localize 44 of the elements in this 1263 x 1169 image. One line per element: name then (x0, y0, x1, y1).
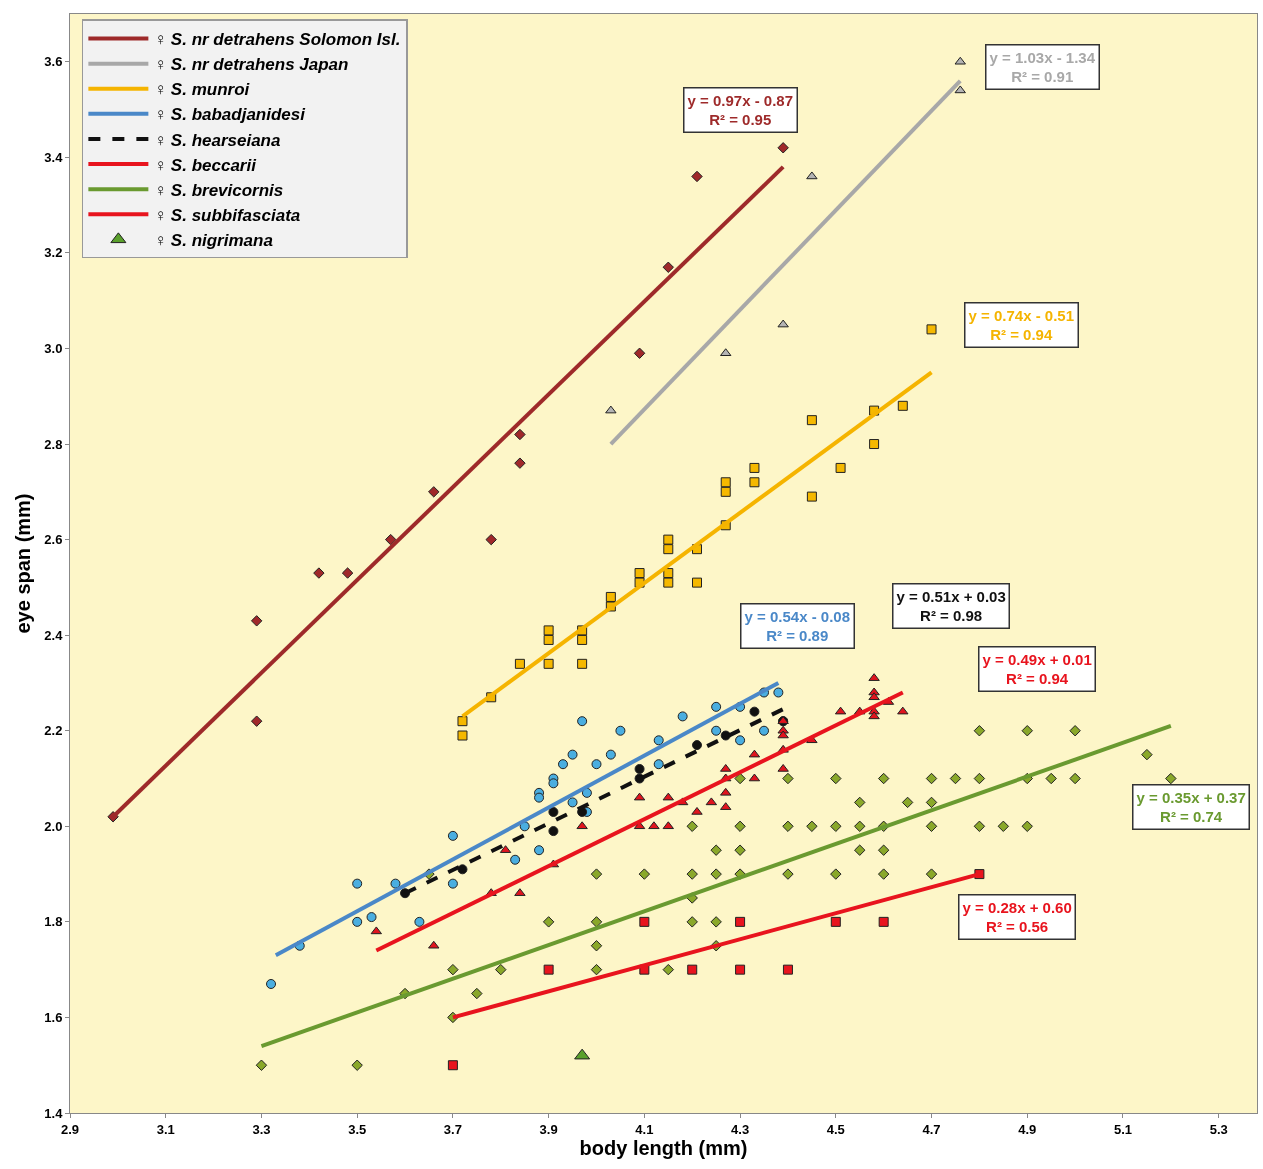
legend-label: ♀ S. subbifasciata (153, 205, 301, 225)
y-tick-label: 2.8 (44, 436, 63, 452)
x-tick-label: 3.3 (252, 1121, 271, 1137)
legend-label: ♀ S. beccarii (153, 155, 258, 175)
annotation: y = 0.51x + 0.03 R² = 0.98 (896, 587, 1006, 624)
x-tick-label: 5.3 (1209, 1121, 1228, 1137)
x-tick-label: 3.1 (156, 1121, 175, 1137)
y-tick-label: 2.2 (44, 723, 63, 739)
x-tick-label: 4.7 (922, 1121, 941, 1137)
legend-label: ♀ S. nigrimana (153, 230, 273, 250)
annotation: y = 0.28x + 0.60 R² = 0.56 (962, 898, 1072, 935)
y-tick-label: 1.4 (44, 1105, 64, 1121)
y-axis-title: eye span (mm) (11, 493, 34, 634)
x-tick-label: 3.5 (348, 1121, 367, 1137)
x-tick-label: 3.9 (539, 1121, 558, 1137)
annotation: y = 0.54x - 0.08 R² = 0.89 (744, 607, 850, 644)
x-tick-label: 3.7 (443, 1121, 462, 1137)
y-tick-label: 1.6 (44, 1009, 63, 1025)
legend-label: ♀ S. munroi (153, 80, 251, 100)
y-tick-label: 2.6 (44, 532, 63, 548)
y-tick-label: 3.6 (44, 54, 63, 70)
y-tick-label: 3.4 (44, 149, 64, 165)
legend-label: ♀ S. hearseiana (153, 130, 281, 150)
x-tick-label: 4.9 (1018, 1121, 1037, 1137)
legend-label: ♀ S. nr detrahens Japan (153, 55, 349, 75)
annotation: y = 0.49x + 0.01 R² = 0.94 (982, 650, 1092, 687)
x-tick-label: 2.9 (60, 1121, 80, 1137)
y-tick-label: 3.0 (44, 341, 63, 357)
x-tick-label: 4.1 (635, 1121, 654, 1137)
y-tick-label: 2.0 (44, 818, 63, 834)
legend-label: ♀ S. brevicornis (153, 180, 284, 200)
y-tick-label: 2.4 (44, 627, 64, 643)
x-axis-title: body length (mm) (579, 1136, 748, 1159)
x-tick-label: 4.5 (826, 1121, 845, 1137)
legend-label: ♀ S. nr detrahens Solomon Isl. (153, 30, 401, 50)
annotation: y = 0.97x - 0.87 R² = 0.95 (687, 91, 793, 128)
annotation: y = 1.03x - 1.34 R² = 0.91 (989, 48, 1096, 85)
y-tick-label: 3.2 (44, 245, 63, 261)
y-tick-label: 1.8 (44, 914, 63, 930)
annotation: y = 0.74x - 0.51 R² = 0.94 (968, 306, 1074, 343)
legend-label: ♀ S. babadjanidesi (153, 105, 307, 125)
x-tick-label: 5.1 (1113, 1121, 1133, 1137)
annotation: y = 0.35x + 0.37 R² = 0.74 (1136, 788, 1246, 825)
x-tick-label: 4.3 (731, 1121, 750, 1137)
